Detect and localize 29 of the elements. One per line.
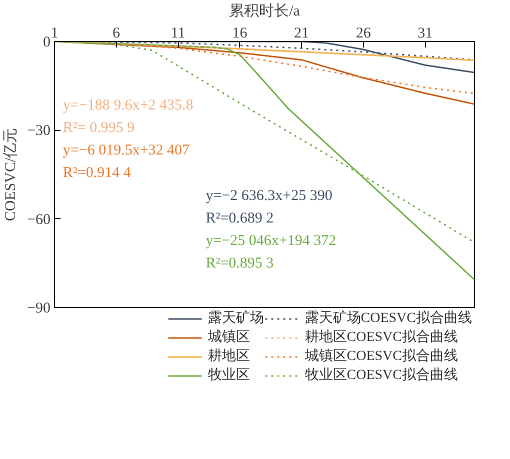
legend-label: 牧业区COESVC拟合曲线 [304,366,458,384]
y-tick-label: −30 [27,123,51,140]
annotation: R²= 0.995 9 [62,120,135,136]
y-tick-label: −90 [27,300,51,316]
annotation: y=−6 019.5x+32 407 [62,142,190,159]
x-tick-label: 26 [356,26,372,42]
x-axis-title: 累积时长/a [229,2,300,20]
legend-label: 露天矿场 [208,309,264,327]
annotation: y=−25 046x+194 372 [206,233,336,249]
x-tick-label: 21 [294,26,310,42]
annotation: R²=0.914 4 [62,165,132,182]
annotation: R²=0.895 3 [206,256,274,272]
annotation: y=−188 9.6x+2 435.8 [62,97,194,114]
legend-label: 牧业区 [208,366,250,384]
y-tick-label: −60 [27,212,51,228]
legend-label: 耕地区COESVC拟合曲线 [304,328,458,346]
legend-label: 耕地区 [208,348,250,365]
legend-label: 露天矿场COESVC拟合曲线 [304,309,472,327]
annotation: R²=0.689 2 [206,210,274,226]
x-tick-label: 1 [50,26,58,42]
legend-label: 城镇区COESVC拟合曲线 [304,347,458,365]
x-tick-label: 11 [170,26,186,42]
legend-label: 城镇区 [208,328,250,346]
x-tick-label: 16 [232,26,248,42]
y-axis-title: COESVC/亿元 [3,128,20,222]
y-tick-label: 0 [43,34,50,50]
x-tick-label: 31 [418,26,433,42]
x-tick-label: 6 [112,26,121,42]
annotation: y=−2 636.3x+25 390 [206,188,332,204]
